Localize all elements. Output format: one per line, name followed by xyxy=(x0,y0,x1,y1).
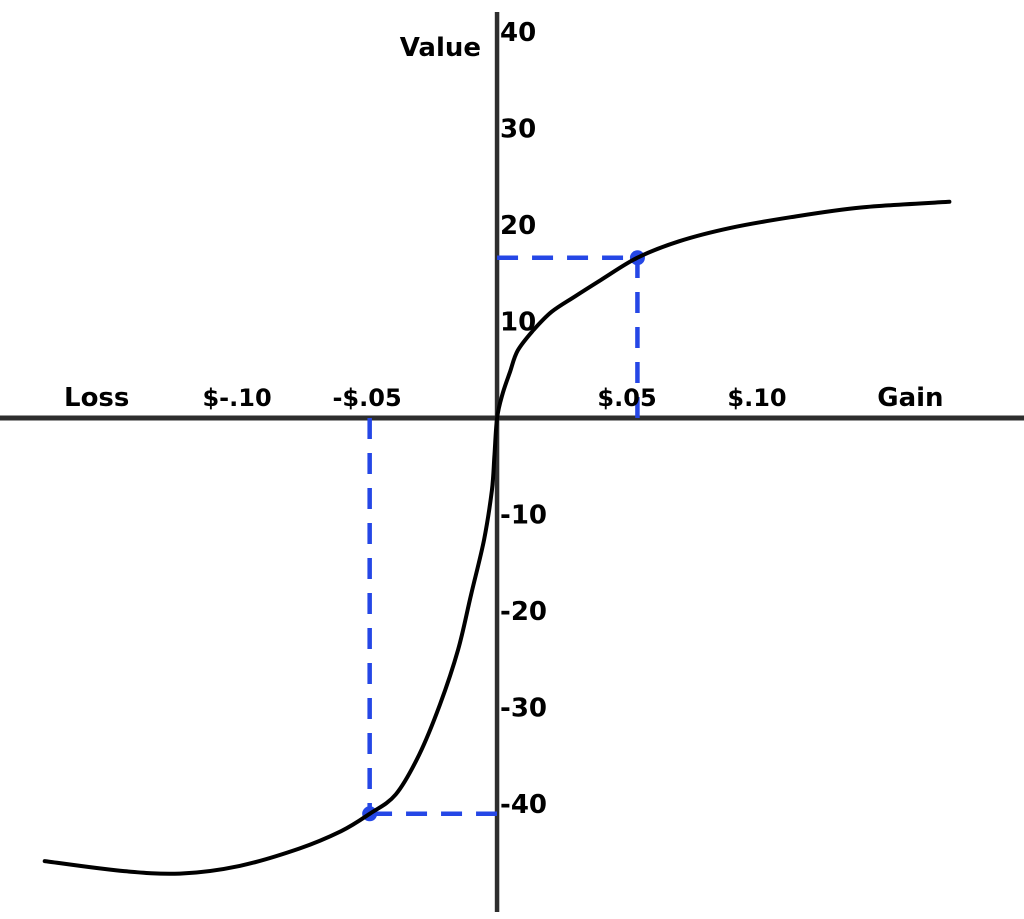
x-tick-label-05: -$.05 xyxy=(332,384,401,412)
y-axis-title: Value xyxy=(400,33,481,63)
y-tick-label-20: 20 xyxy=(500,211,536,241)
x-axis-label-gain: Gain xyxy=(877,383,943,413)
x-tick-label-05: $.05 xyxy=(597,384,656,412)
y-tick-label-10: 10 xyxy=(500,307,536,337)
x-tick-label-10: $-.10 xyxy=(202,384,271,412)
y-tick-label--10: -10 xyxy=(500,501,547,531)
y-tick-label--40: -40 xyxy=(500,790,547,820)
y-tick-label--20: -20 xyxy=(500,597,547,627)
y-tick-label-40: 40 xyxy=(500,18,536,48)
y-tick-label--30: -30 xyxy=(500,694,547,724)
x-tick-label-10: $.10 xyxy=(727,384,786,412)
value-function-curve xyxy=(42,199,952,876)
x-axis-label-loss: Loss xyxy=(64,383,129,413)
y-tick-label-30: 30 xyxy=(500,114,536,144)
